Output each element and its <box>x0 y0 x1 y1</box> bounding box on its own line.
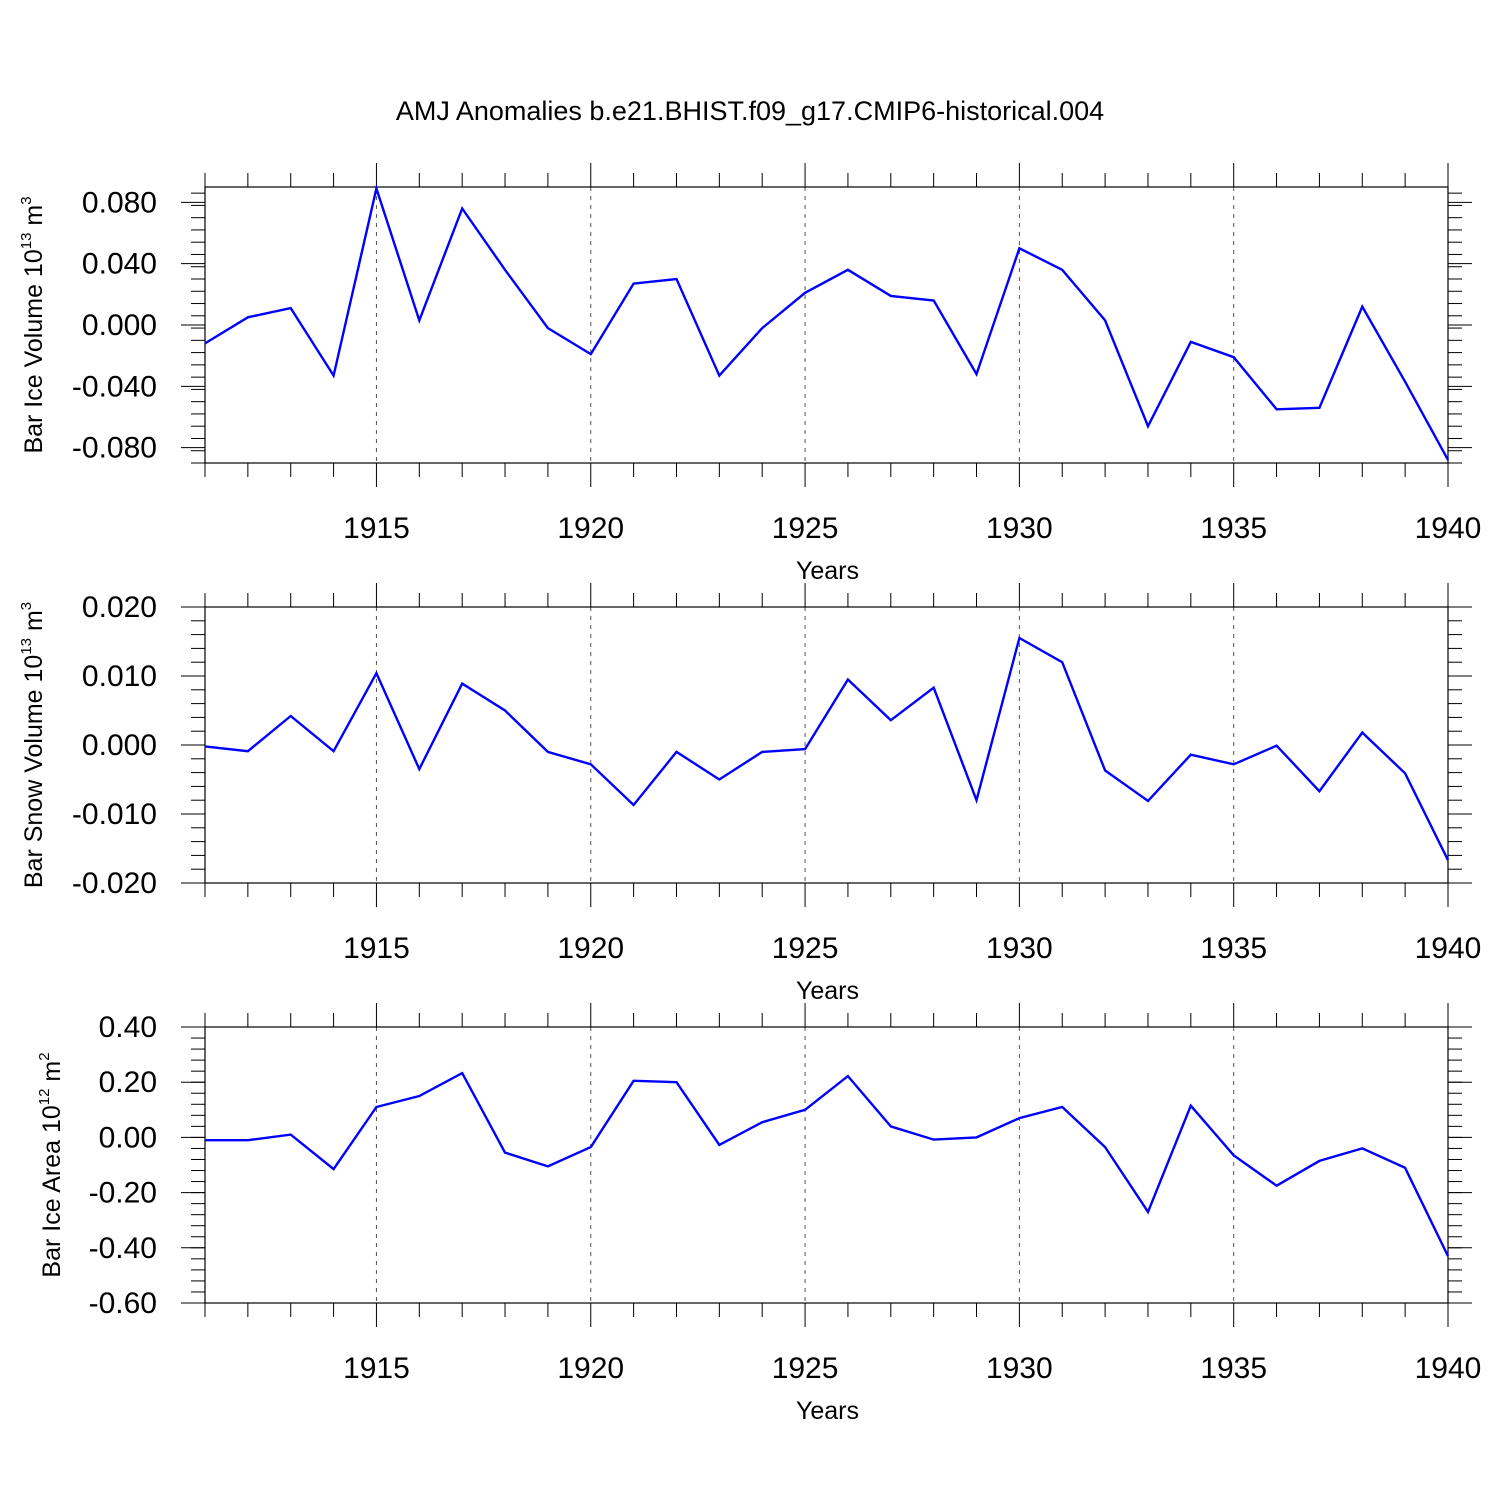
x-tick-label: 1920 <box>557 1352 624 1385</box>
x-tick-label: 1920 <box>557 932 624 965</box>
x-tick-label: 1935 <box>1200 932 1267 965</box>
panel-3: -0.60 -0.40 -0.20 0.00 0.20 0.40 1915 1920 1925 1… <box>36 1003 1481 1425</box>
y-tick-label: -0.080 <box>72 432 157 465</box>
plot-frame <box>204 186 1449 464</box>
y-tick-label: -0.040 <box>72 370 157 403</box>
x-tick-label: 1915 <box>343 1352 410 1385</box>
x-tick-label: 1915 <box>343 512 410 545</box>
y-tick-label: -0.40 <box>89 1232 157 1265</box>
chart-title: AMJ Anomalies b.e21.BHIST.f09_g17.CMIP6-… <box>395 96 1105 126</box>
x-tick-label: 1930 <box>986 1352 1053 1385</box>
series-line <box>204 636 1450 861</box>
y-axis-label: Bar Ice Area 1012 m2 <box>36 1052 66 1277</box>
plot-frame <box>204 606 1449 884</box>
x-tick-label: 1940 <box>1415 1352 1482 1385</box>
x-axis-label: Years <box>796 1397 859 1425</box>
series-line <box>205 1071 1450 1257</box>
x-tick-label: 1920 <box>557 512 624 545</box>
x-tick-label: 1935 <box>1200 1352 1267 1385</box>
panel-2: -0.020 -0.010 0.000 0.010 0.020 1915 1920 1925 1… <box>18 583 1481 1005</box>
x-tick-label: 1940 <box>1415 932 1482 965</box>
y-axis-label: Bar Ice Volume 1013 m3 <box>18 196 48 453</box>
x-tick-label: 1935 <box>1200 512 1267 545</box>
y-tick-label: 0.000 <box>82 309 157 342</box>
y-tick-label: 0.010 <box>82 660 157 693</box>
series-line <box>204 184 1450 461</box>
x-tick-label: 1925 <box>772 1352 839 1385</box>
y-tick-label: 0.20 <box>99 1066 157 1099</box>
x-axis-label: Years <box>796 557 859 585</box>
x-tick-label: 1925 <box>772 512 839 545</box>
y-tick-label: 0.40 <box>99 1011 157 1044</box>
y-tick-label: -0.010 <box>72 798 157 831</box>
x-axis-label: Years <box>796 977 859 1005</box>
y-tick-label: -0.60 <box>89 1287 157 1320</box>
y-tick-label: -0.20 <box>89 1177 157 1210</box>
y-tick-label: 0.040 <box>82 248 157 281</box>
y-tick-label: 0.000 <box>82 729 157 762</box>
x-tick-label: 1930 <box>986 512 1053 545</box>
y-axis-label: Bar Snow Volume 1013 m3 <box>18 602 48 888</box>
panel-1: -0.080 -0.040 0.000 0.040 0.080 1915 1920 1925 1… <box>18 163 1481 585</box>
x-tick-label: 1925 <box>772 932 839 965</box>
y-tick-label: 0.00 <box>99 1121 157 1154</box>
plot-frame <box>204 1026 1449 1304</box>
x-tick-label: 1915 <box>343 932 410 965</box>
y-tick-label: 0.020 <box>82 591 157 624</box>
y-tick-label: -0.020 <box>72 867 157 900</box>
x-tick-label: 1940 <box>1415 512 1482 545</box>
y-tick-label: 0.080 <box>82 186 157 219</box>
x-tick-label: 1930 <box>986 932 1053 965</box>
